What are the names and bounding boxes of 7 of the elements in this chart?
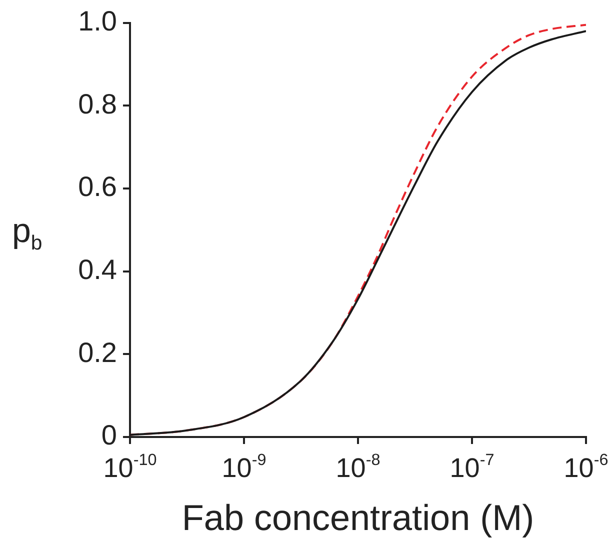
y-tick-label: 0.6 — [78, 171, 117, 202]
y-tick-label: 1.0 — [78, 6, 117, 37]
y-tick-label: 0.8 — [78, 88, 117, 120]
y-tick-label: 0.2 — [78, 336, 117, 368]
y-tick-label: 0.4 — [78, 254, 117, 286]
x-axis-title: Fab concentration (M) — [182, 497, 534, 538]
y-tick-label: 0 — [101, 420, 117, 451]
